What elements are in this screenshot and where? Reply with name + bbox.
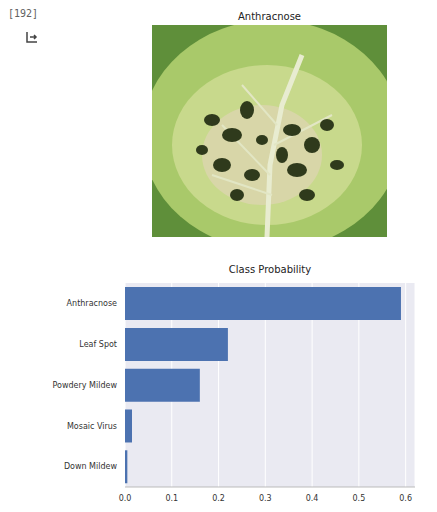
- html-text:Class Probability: Class Probability: [228, 264, 312, 275]
- svg-text:0.0: 0.0: [119, 494, 132, 503]
- html-text:[192]: [192]: [8, 8, 39, 19]
- html-text:Anthracnose: Anthracnose: [238, 11, 301, 22]
- svg-text:0.4: 0.4: [306, 494, 319, 503]
- svg-text:Leaf Spot: Leaf Spot: [79, 340, 117, 349]
- svg-text:0.5: 0.5: [353, 494, 366, 503]
- svg-text:Down Mildew: Down Mildew: [64, 462, 118, 471]
- svg-text:Anthracnose: Anthracnose: [67, 299, 117, 308]
- svg-text:0.2: 0.2: [212, 494, 225, 503]
- svg-text:Powdery Mildew: Powdery Mildew: [53, 381, 118, 390]
- svg-text:0.6: 0.6: [399, 494, 412, 503]
- svg-text:0.1: 0.1: [165, 494, 178, 503]
- svg-text:0.3: 0.3: [259, 494, 272, 503]
- svg-text:Mosaic Virus: Mosaic Virus: [67, 422, 117, 431]
